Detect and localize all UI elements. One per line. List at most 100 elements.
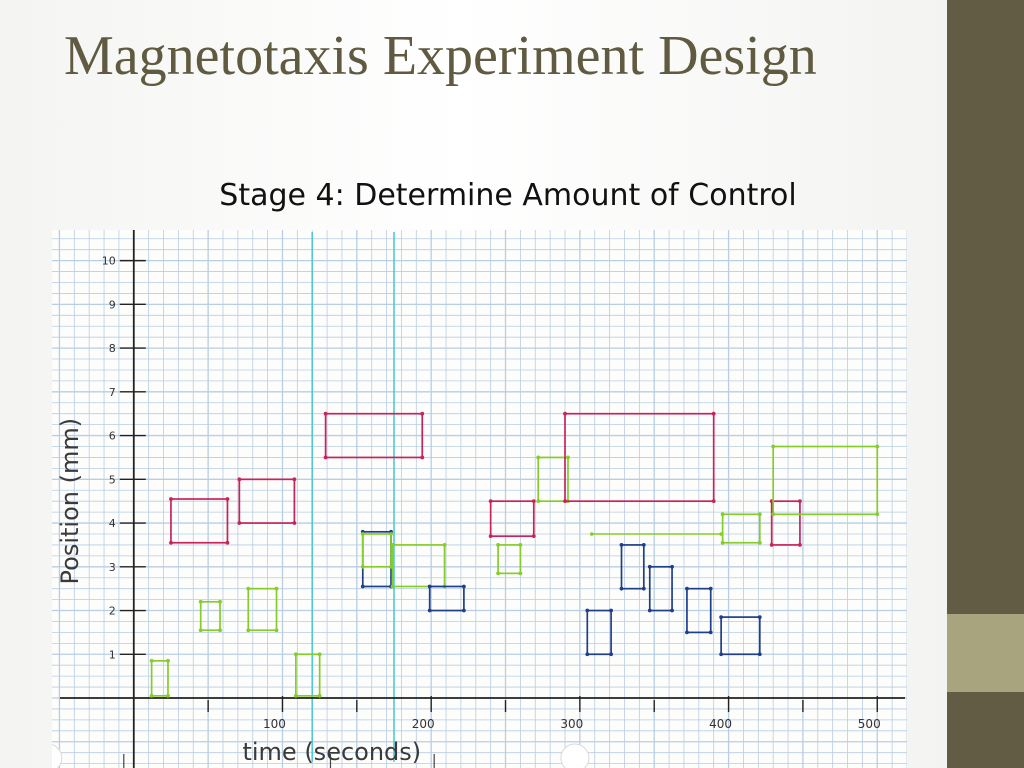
data-box-corner bbox=[585, 608, 590, 613]
data-box-blue bbox=[686, 587, 712, 634]
data-box-corner bbox=[360, 584, 365, 589]
data-box-green bbox=[361, 533, 392, 568]
slide-subtitle: Stage 4: Determine Amount of Control bbox=[219, 178, 797, 213]
data-box-corner bbox=[619, 543, 624, 547]
binder-hole bbox=[560, 743, 590, 768]
y-tick-label: 9 bbox=[109, 298, 116, 311]
data-box-corner bbox=[317, 652, 322, 657]
data-box-corner bbox=[317, 693, 322, 698]
data-box-corner bbox=[461, 608, 466, 613]
data-box-corner bbox=[670, 564, 674, 569]
data-box-corner bbox=[641, 543, 646, 547]
y-tick-label: 1 bbox=[109, 648, 116, 661]
data-box-corner bbox=[619, 586, 624, 591]
data-box-corner bbox=[237, 477, 242, 482]
x-axis-title: time (seconds) bbox=[242, 738, 421, 766]
data-box-corner bbox=[237, 521, 242, 525]
data-box-corner bbox=[563, 411, 567, 416]
data-box-corner bbox=[647, 564, 652, 569]
data-box-red bbox=[564, 412, 715, 503]
data-box-corner bbox=[218, 599, 222, 604]
data-box-corner bbox=[488, 534, 493, 539]
data-box-red bbox=[238, 478, 296, 524]
data-box-corner bbox=[771, 512, 776, 517]
data-box-corner bbox=[420, 455, 425, 460]
data-box-corner bbox=[246, 628, 251, 633]
data-box-corner bbox=[757, 652, 762, 657]
data-box-corner bbox=[585, 652, 590, 657]
data-box-corner bbox=[531, 534, 536, 539]
x-tick-label: 300 bbox=[560, 717, 583, 731]
graph-paper-chart: 1 2 3 4 5 6 7 8 9 10 100 200 300 400 500 time (seconds)… bbox=[52, 230, 907, 768]
data-box-corner bbox=[685, 630, 689, 635]
y-tick-label: 3 bbox=[109, 561, 116, 574]
data-box-corner bbox=[685, 586, 689, 591]
data-box-blue bbox=[428, 585, 465, 612]
data-box-corner bbox=[798, 499, 802, 504]
data-box-corner bbox=[389, 532, 393, 536]
data-box-green bbox=[721, 513, 761, 544]
data-box-corner bbox=[166, 658, 170, 663]
y-tick-label: 8 bbox=[109, 342, 116, 355]
y-tick-label: 4 bbox=[109, 517, 116, 530]
data-box-corner bbox=[711, 499, 716, 504]
data-box-corner bbox=[720, 512, 725, 517]
data-box-corner bbox=[757, 615, 762, 619]
data-box-corner bbox=[323, 455, 328, 460]
data-box-corner bbox=[518, 543, 523, 547]
data-box-green bbox=[772, 445, 879, 516]
hole-layer bbox=[52, 743, 590, 768]
data-box-corner bbox=[708, 630, 713, 635]
data-box-corner bbox=[609, 608, 613, 613]
y-axis-title: Position (mm) bbox=[56, 418, 84, 585]
data-box-green bbox=[497, 544, 522, 575]
data-box-corner bbox=[488, 499, 493, 504]
chart-svg: 1 2 3 4 5 6 7 8 9 10 100 200 300 400 500 time (seconds)… bbox=[52, 230, 907, 768]
data-box-corner bbox=[769, 543, 774, 547]
data-box-corner bbox=[647, 608, 652, 613]
data-box-corner bbox=[719, 652, 724, 657]
data-box-corner bbox=[711, 411, 716, 416]
data-box-corner bbox=[518, 571, 523, 576]
data-box-corner bbox=[390, 584, 395, 589]
y-tick-label: 7 bbox=[109, 386, 116, 399]
slide-title: Magnetotaxis Experiment Design bbox=[64, 25, 817, 87]
data-box-corner bbox=[360, 532, 365, 536]
data-box-corner bbox=[293, 693, 298, 698]
data-box-red bbox=[489, 500, 535, 538]
x-tick-label: 100 bbox=[263, 717, 286, 731]
data-box-corner bbox=[274, 628, 279, 633]
data-box-corner bbox=[292, 477, 297, 482]
data-box-corner bbox=[875, 444, 880, 449]
data-box-corner bbox=[225, 540, 230, 545]
data-box-corner bbox=[875, 512, 880, 517]
x-tick-label: 200 bbox=[412, 717, 435, 731]
data-box-corner bbox=[720, 540, 725, 545]
data-box-corner bbox=[274, 586, 279, 591]
data-box-corner bbox=[757, 540, 762, 545]
data-box-corner bbox=[589, 532, 594, 536]
data-box-corner bbox=[323, 411, 328, 416]
data-box-blue bbox=[648, 565, 673, 612]
data-box-corner bbox=[293, 652, 298, 657]
data-box-corner bbox=[149, 658, 154, 663]
data-box-corner bbox=[360, 564, 365, 569]
data-box-corner bbox=[420, 411, 425, 416]
data-box-corner bbox=[246, 586, 251, 591]
data-box-corner bbox=[427, 608, 432, 613]
data-box-corner bbox=[427, 584, 432, 589]
data-box-corner bbox=[531, 499, 536, 504]
axis-layer bbox=[60, 230, 905, 768]
data-box-corner bbox=[771, 444, 776, 449]
data-box-green bbox=[150, 659, 169, 697]
data-box-corner bbox=[442, 543, 447, 547]
y-tick-label: 10 bbox=[102, 255, 116, 268]
data-box-green bbox=[391, 544, 446, 588]
data-box-corner bbox=[496, 571, 500, 576]
data-box-corner bbox=[292, 521, 297, 525]
label-layer: 1 2 3 4 5 6 7 8 9 10 100 200 300 400 500 time (seconds)… bbox=[56, 255, 881, 766]
data-box-corner bbox=[757, 512, 762, 517]
data-box-corner bbox=[198, 599, 203, 604]
data-box-blue bbox=[586, 609, 612, 656]
data-box-corner bbox=[609, 652, 613, 657]
